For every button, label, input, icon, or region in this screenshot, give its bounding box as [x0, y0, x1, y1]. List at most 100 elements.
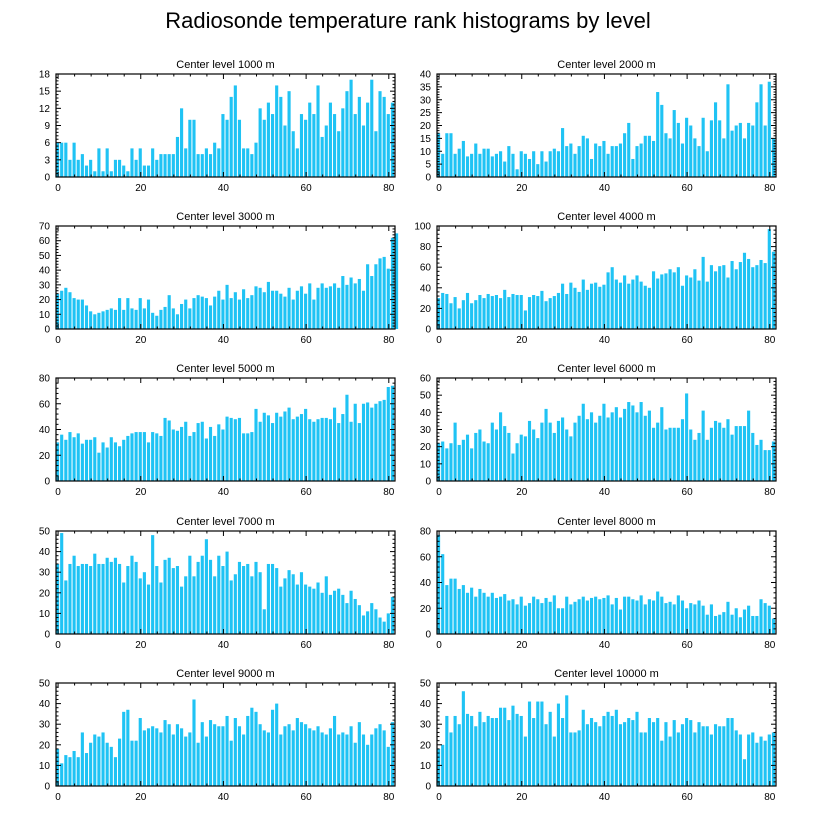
bar: [751, 732, 755, 786]
bar: [101, 442, 105, 482]
bar: [548, 422, 552, 481]
bar: [519, 295, 523, 329]
bar: [213, 724, 217, 786]
bar: [503, 161, 507, 177]
bar: [639, 732, 643, 786]
bar: [345, 603, 349, 634]
bar: [606, 595, 610, 635]
bar: [204, 539, 208, 634]
x-tick-label: 0: [436, 183, 442, 194]
bar: [97, 563, 101, 634]
bar: [693, 604, 697, 634]
bar: [569, 732, 573, 786]
bar: [627, 596, 631, 634]
bar: [581, 596, 585, 634]
bar: [449, 578, 453, 634]
bar: [627, 718, 631, 786]
bar: [332, 715, 337, 786]
bar: [200, 154, 204, 177]
bar: [155, 433, 159, 481]
bar: [647, 410, 651, 481]
bar: [349, 277, 353, 329]
bar: [490, 718, 494, 786]
bar: [80, 443, 84, 481]
bar: [486, 293, 490, 329]
bar: [664, 429, 668, 481]
y-tick-label: 3: [44, 155, 50, 166]
bar: [200, 296, 204, 329]
x-tick-label: 40: [218, 792, 230, 803]
bar: [532, 151, 536, 177]
bar: [312, 588, 316, 634]
bar: [204, 148, 208, 177]
bar: [332, 407, 337, 481]
bar: [366, 744, 370, 786]
y-tick-label: 40: [420, 70, 432, 81]
x-tick-label: 80: [764, 335, 776, 346]
bar: [105, 309, 109, 329]
x-tick-label: 20: [516, 487, 528, 498]
bar: [68, 159, 72, 177]
y-tick-label: 60: [39, 399, 51, 410]
bar: [283, 726, 287, 786]
bar: [378, 617, 382, 634]
bar: [84, 439, 89, 481]
bar: [72, 555, 76, 634]
bar: [453, 153, 457, 177]
bar: [304, 584, 308, 634]
bar: [499, 596, 503, 634]
bar: [275, 290, 279, 329]
bar: [449, 732, 453, 786]
bar: [722, 612, 726, 634]
bar: [93, 314, 97, 329]
y-tick-label: 30: [39, 280, 51, 291]
bar: [742, 759, 747, 786]
bar: [275, 85, 279, 177]
bar: [258, 108, 262, 177]
bar: [527, 420, 532, 481]
x-tick-label: 60: [301, 640, 313, 651]
bar: [581, 403, 585, 481]
bar: [726, 718, 730, 786]
bar: [519, 596, 523, 634]
bar: [370, 79, 374, 177]
bar: [258, 421, 262, 481]
y-tick-label: 12: [39, 104, 51, 115]
bar: [188, 555, 192, 634]
bar: [275, 703, 279, 786]
bar: [676, 122, 680, 177]
bar: [72, 750, 76, 786]
bar: [771, 138, 775, 178]
panel-5: Center level 5000 m 0 20 40 60 80 0 20 40 60 80: [39, 363, 396, 498]
bar: [618, 282, 623, 329]
bar: [320, 592, 324, 634]
bar: [254, 408, 258, 481]
bar: [262, 292, 266, 329]
bar: [134, 432, 138, 481]
bar: [312, 299, 316, 329]
bar: [449, 443, 453, 481]
bar: [771, 251, 775, 329]
bar: [540, 151, 544, 177]
bar: [726, 601, 730, 634]
bar: [527, 158, 532, 177]
bar: [709, 265, 713, 329]
bar: [225, 715, 229, 786]
bar: [623, 133, 627, 177]
bar: [734, 608, 738, 634]
y-tick-label: 10: [420, 147, 432, 158]
bar: [614, 709, 618, 786]
bar: [532, 718, 536, 786]
bar: [651, 427, 656, 481]
bar: [126, 435, 130, 481]
y-tick-label: 20: [39, 451, 51, 462]
bar: [242, 734, 246, 786]
bar: [109, 437, 113, 481]
bar: [76, 159, 80, 177]
bar: [672, 427, 676, 481]
bar: [507, 600, 511, 634]
bar: [72, 142, 76, 177]
bar: [167, 295, 171, 329]
bar: [217, 424, 221, 481]
bar: [556, 703, 561, 786]
